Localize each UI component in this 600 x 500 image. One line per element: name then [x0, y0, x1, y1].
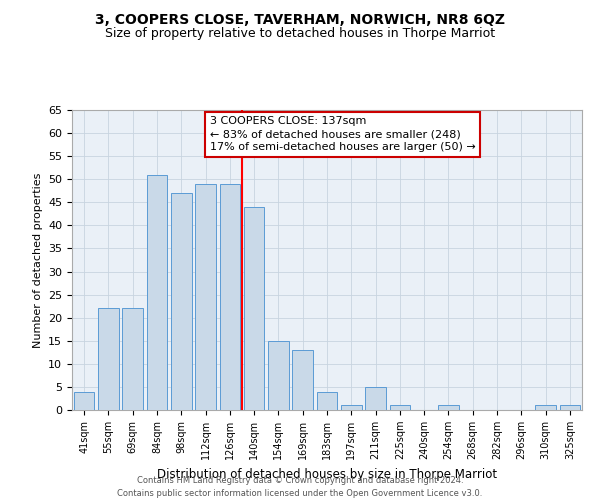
- Y-axis label: Number of detached properties: Number of detached properties: [32, 172, 43, 348]
- Bar: [438, 406, 459, 410]
- Bar: [317, 392, 337, 410]
- Bar: [365, 387, 386, 410]
- X-axis label: Distribution of detached houses by size in Thorpe Marriot: Distribution of detached houses by size …: [157, 468, 497, 480]
- Bar: [560, 406, 580, 410]
- Bar: [220, 184, 240, 410]
- Bar: [74, 392, 94, 410]
- Bar: [292, 350, 313, 410]
- Bar: [389, 406, 410, 410]
- Text: 3 COOPERS CLOSE: 137sqm
← 83% of detached houses are smaller (248)
17% of semi-d: 3 COOPERS CLOSE: 137sqm ← 83% of detache…: [210, 116, 475, 152]
- Bar: [341, 406, 362, 410]
- Text: Contains HM Land Registry data © Crown copyright and database right 2024.
Contai: Contains HM Land Registry data © Crown c…: [118, 476, 482, 498]
- Bar: [98, 308, 119, 410]
- Bar: [146, 174, 167, 410]
- Bar: [535, 406, 556, 410]
- Bar: [122, 308, 143, 410]
- Bar: [268, 341, 289, 410]
- Bar: [171, 193, 191, 410]
- Bar: [244, 207, 265, 410]
- Bar: [195, 184, 216, 410]
- Text: 3, COOPERS CLOSE, TAVERHAM, NORWICH, NR8 6QZ: 3, COOPERS CLOSE, TAVERHAM, NORWICH, NR8…: [95, 12, 505, 26]
- Text: Size of property relative to detached houses in Thorpe Marriot: Size of property relative to detached ho…: [105, 28, 495, 40]
